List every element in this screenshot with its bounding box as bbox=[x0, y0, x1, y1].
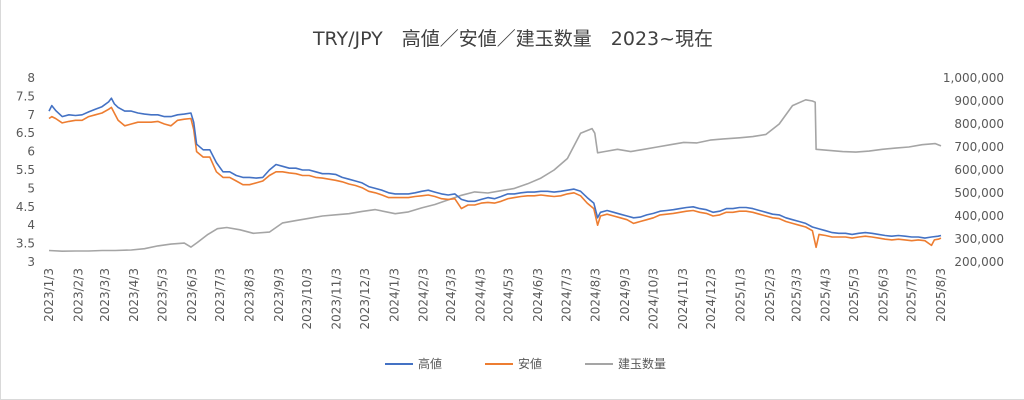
x-tick-label: 2023/3/3 bbox=[98, 268, 112, 322]
left-tick-label: 3.5 bbox=[16, 237, 35, 251]
x-tick-label: 2025/7/3 bbox=[905, 268, 919, 322]
x-tick-label: 2025/8/3 bbox=[934, 268, 948, 322]
left-axis-ticks: 3 3.5 4 4.5 5 5.5 6 6.5 7 7.5 8 bbox=[16, 71, 35, 269]
right-tick-label: 300,000 bbox=[954, 232, 1004, 246]
legend-label: 安値 bbox=[518, 356, 542, 371]
x-tick-label: 2023/2/3 bbox=[71, 268, 85, 322]
x-tick-label: 2023/9/3 bbox=[272, 268, 286, 322]
legend-label: 高値 bbox=[418, 356, 442, 371]
x-tick-label: 2024/3/3 bbox=[444, 268, 458, 322]
x-tick-label: 2024/11/3 bbox=[676, 268, 690, 330]
x-tick-label: 2023/12/3 bbox=[358, 268, 372, 330]
x-tick-label: 2025/1/3 bbox=[734, 268, 748, 322]
x-tick-label: 2024/2/3 bbox=[417, 268, 431, 322]
x-tick-label: 2025/2/3 bbox=[763, 268, 777, 322]
x-tick-label: 2023/1/3 bbox=[42, 268, 56, 322]
right-tick-label: 400,000 bbox=[954, 209, 1004, 223]
x-tick-label: 2023/5/3 bbox=[156, 268, 170, 322]
x-tick-label: 2025/6/3 bbox=[876, 268, 890, 322]
x-tick-label: 2024/7/3 bbox=[559, 268, 573, 322]
series-line-3 bbox=[48, 99, 942, 252]
x-tick-label: 2024/9/3 bbox=[618, 268, 632, 322]
x-tick-label: 2024/6/3 bbox=[531, 268, 545, 322]
right-axis-ticks: 200,000 300,000 400,000 500,000 600,000 700,0… bbox=[943, 71, 1004, 269]
left-tick-label: 5 bbox=[27, 181, 35, 195]
x-tick-label: 2025/3/3 bbox=[789, 268, 803, 322]
left-tick-label: 7 bbox=[27, 108, 35, 122]
right-tick-label: 900,000 bbox=[954, 94, 1004, 108]
x-tick-label: 2023/10/3 bbox=[300, 268, 314, 330]
left-tick-label: 5.5 bbox=[16, 163, 35, 177]
right-tick-label: 200,000 bbox=[954, 255, 1004, 269]
left-tick-label: 7.5 bbox=[16, 89, 35, 103]
x-tick-label: 2024/12/3 bbox=[704, 268, 718, 330]
series-line-1 bbox=[48, 97, 942, 239]
left-tick-label: 8 bbox=[27, 71, 35, 85]
legend-label: 建玉数量 bbox=[618, 356, 666, 371]
x-tick-label: 2024/1/3 bbox=[387, 268, 401, 322]
right-tick-label: 600,000 bbox=[954, 163, 1004, 177]
x-tick-label: 2023/7/3 bbox=[213, 268, 227, 322]
x-tick-label: 2024/10/3 bbox=[646, 268, 660, 330]
chart-title: TRY/JPY 高値／安値／建玉数量 2023~現在 bbox=[312, 28, 713, 50]
left-tick-label: 6 bbox=[27, 145, 35, 159]
left-tick-label: 3 bbox=[27, 255, 35, 269]
series-lines bbox=[48, 97, 942, 252]
x-tick-label: 2025/4/3 bbox=[819, 268, 833, 322]
x-tick-label: 2024/4/3 bbox=[473, 268, 487, 322]
x-tick-label: 2023/8/3 bbox=[243, 268, 257, 322]
series-line-2 bbox=[48, 106, 942, 249]
left-tick-label: 4.5 bbox=[16, 200, 35, 214]
left-tick-label: 4 bbox=[27, 218, 35, 232]
x-tick-label: 2023/4/3 bbox=[127, 268, 141, 322]
x-tick-label: 2024/5/3 bbox=[502, 268, 516, 322]
x-tick-label: 2024/8/3 bbox=[589, 268, 603, 322]
x-tick-label: 2023/11/3 bbox=[330, 268, 344, 330]
right-tick-label: 700,000 bbox=[954, 140, 1004, 154]
x-axis-ticks: 2023/1/3 2023/2/3 2023/3/3 2023/4/3 2023/5/3… bbox=[42, 268, 948, 330]
right-tick-label: 1,000,000 bbox=[943, 71, 1004, 85]
legend: 高値 安値 建玉数量 bbox=[385, 356, 666, 371]
right-tick-label: 800,000 bbox=[954, 117, 1004, 131]
left-tick-label: 6.5 bbox=[16, 126, 35, 140]
x-tick-label: 2025/5/3 bbox=[847, 268, 861, 322]
x-tick-label: 2023/6/3 bbox=[185, 268, 199, 322]
right-tick-label: 500,000 bbox=[954, 186, 1004, 200]
